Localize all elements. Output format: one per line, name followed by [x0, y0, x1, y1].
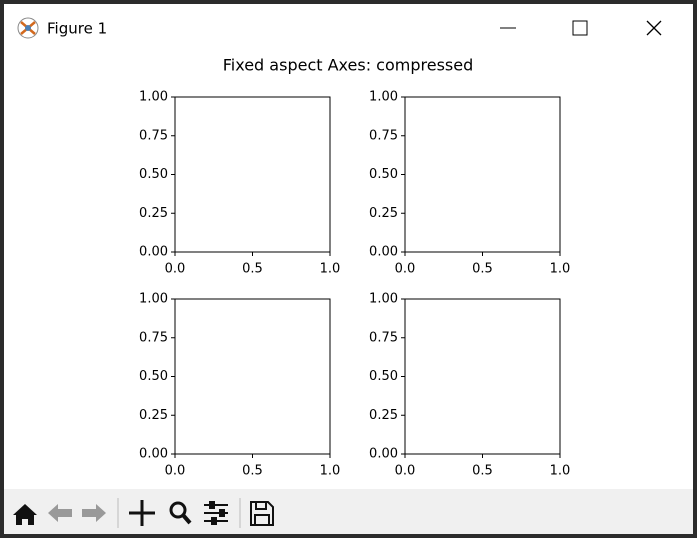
y-tick-label: 0.00 [139, 245, 168, 260]
x-tick-label: 0.0 [395, 262, 416, 277]
x-tick-label: 1.0 [320, 464, 341, 479]
save-button[interactable] [250, 501, 274, 526]
y-tick-label: 0.75 [369, 330, 398, 345]
y-tick-label: 0.00 [369, 447, 398, 462]
axes-frame [174, 298, 331, 455]
x-tick-label: 1.0 [550, 262, 571, 277]
y-tick-label: 0.50 [139, 167, 168, 182]
app-icon [17, 17, 39, 39]
forward-button[interactable] [82, 504, 106, 522]
y-tick-label: 1.00 [139, 292, 168, 307]
y-tick-label: 0.25 [139, 206, 168, 221]
y-tick-label: 0.25 [369, 206, 398, 221]
x-tick-label: 0.5 [472, 464, 493, 479]
back-button[interactable] [48, 504, 72, 522]
x-tick-label: 0.5 [472, 262, 493, 277]
x-tick-label: 1.0 [320, 262, 341, 277]
window-title: Figure 1 [47, 20, 107, 38]
pan-button[interactable] [129, 500, 155, 526]
x-tick-label: 0.0 [395, 464, 416, 479]
x-tick-label: 0.5 [242, 262, 263, 277]
y-tick-label: 0.75 [139, 128, 168, 143]
window-body [4, 4, 693, 534]
y-tick-label: 0.00 [369, 245, 398, 260]
figure-title: Fixed aspect Axes: compressed [223, 56, 474, 75]
y-tick-label: 0.25 [369, 408, 398, 423]
y-tick-label: 0.50 [139, 369, 168, 384]
configure-button[interactable] [204, 501, 228, 525]
axes-frame [404, 96, 561, 253]
x-tick-label: 0.0 [165, 262, 186, 277]
y-tick-label: 0.25 [139, 408, 168, 423]
x-tick-label: 0.5 [242, 464, 263, 479]
axes-frame [174, 96, 331, 253]
x-tick-label: 0.0 [165, 464, 186, 479]
y-tick-label: 0.75 [369, 128, 398, 143]
toolbar [4, 489, 693, 534]
y-tick-label: 0.50 [369, 167, 398, 182]
y-tick-label: 1.00 [369, 90, 398, 105]
zoom-button[interactable] [169, 501, 192, 525]
y-tick-label: 1.00 [139, 90, 168, 105]
y-tick-label: 0.75 [139, 330, 168, 345]
maximize-button[interactable] [572, 20, 588, 36]
axes-frame [404, 298, 561, 455]
x-tick-label: 1.0 [550, 464, 571, 479]
y-tick-label: 0.50 [369, 369, 398, 384]
y-tick-label: 1.00 [369, 292, 398, 307]
y-tick-label: 0.00 [139, 447, 168, 462]
axes-group: 0.00 0.25 0.50 0.75 1.00 0.0 0.5 1.0 0.00 0.25 0.5… [139, 90, 570, 479]
home-button[interactable] [13, 504, 37, 525]
close-button[interactable] [646, 20, 662, 36]
